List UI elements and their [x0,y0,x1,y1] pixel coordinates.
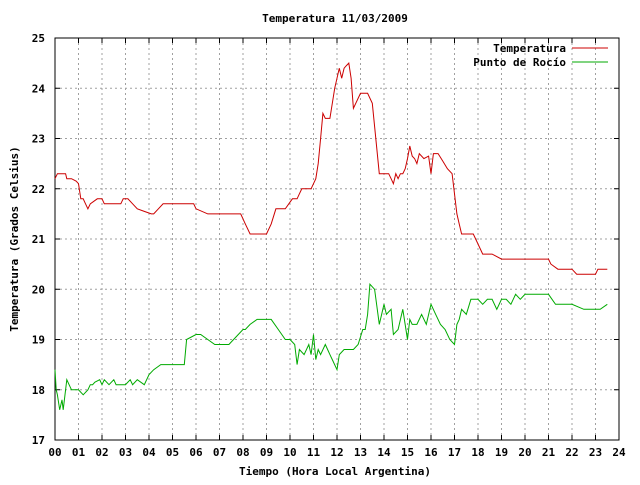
x-tick-label: 01 [72,446,86,459]
series-line-punto-de-rocio [54,283,608,410]
series-layer [54,62,608,410]
x-tick-label: 02 [95,446,108,459]
x-tick-label: 11 [307,446,321,459]
x-tick-label: 17 [448,446,461,459]
y-tick-label: 22 [32,183,45,196]
x-tick-label: 03 [119,446,132,459]
x-tick-label: 09 [260,446,273,459]
x-tick-label: 19 [495,446,508,459]
x-tick-label: 18 [471,446,484,459]
series-line-temperatura [54,62,608,275]
x-tick-label: 14 [377,446,391,459]
grid-layer [55,38,619,440]
tick-layer: 00 01 02 03 04 05 06 07 08 09 10 11 12 13 14 15 16 17 18 19… [32,32,626,459]
x-tick-label: 21 [542,446,556,459]
y-tick-label: 21 [32,233,46,246]
x-tick-label: 15 [401,446,414,459]
x-tick-label: 24 [612,446,626,459]
legend-label-punto-de-rocio: Punto de Rocío [473,56,566,69]
x-tick-label: 22 [565,446,578,459]
y-tick-label: 23 [32,133,45,146]
x-tick-label: 20 [518,446,531,459]
y-tick-label: 24 [32,82,46,95]
x-tick-label: 04 [142,446,156,459]
x-tick-label: 23 [589,446,602,459]
y-axis-title: Temperatura (Grados Celsius) [8,146,21,331]
legend-label-temperatura: Temperatura [493,42,566,55]
legend: Temperatura Punto de Rocío [473,42,608,69]
x-tick-label: 08 [236,446,249,459]
chart-title: Temperatura 11/03/2009 [262,12,408,25]
x-tick-label: 13 [354,446,367,459]
x-tick-label: 05 [166,446,179,459]
x-tick-label: 16 [424,446,438,459]
y-tick-label: 17 [32,434,45,447]
y-tick-label: 25 [32,32,45,45]
x-tick-label: 07 [213,446,226,459]
x-tick-label: 10 [283,446,296,459]
y-tick-label: 18 [32,384,45,397]
x-tick-label: 12 [330,446,343,459]
x-axis-title: Tiempo (Hora Local Argentina) [239,465,431,478]
x-tick-label: 00 [48,446,61,459]
y-tick-label: 19 [32,334,45,347]
x-tick-label: 06 [189,446,203,459]
y-tick-label: 20 [32,283,45,296]
